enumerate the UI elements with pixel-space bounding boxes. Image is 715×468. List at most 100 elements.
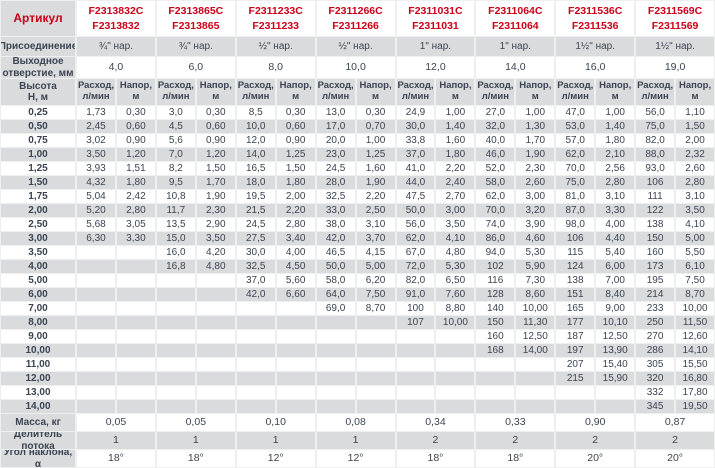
flow-value-cell — [236, 344, 275, 357]
flow-value-cell: 27,5 — [236, 232, 275, 245]
head-value-cell: 4,00 — [276, 246, 315, 259]
mass-cell: 0,05 — [77, 414, 155, 431]
divider-row-label: Делитель потока — [1, 432, 75, 449]
flow-value-cell — [156, 358, 195, 371]
flow-value-cell — [156, 400, 195, 413]
flow-value-cell — [396, 386, 435, 399]
head-value-cell: 12,50 — [596, 330, 635, 343]
flow-value-cell: 72,0 — [396, 260, 435, 273]
head-value-cell — [196, 386, 235, 399]
head-value-cell: 0,60 — [196, 120, 235, 133]
article-cell: F2311031C F2311031 — [396, 1, 475, 36]
head-value-cell: 19,50 — [676, 400, 714, 413]
flow-value-cell: 195 — [636, 274, 675, 287]
height-cell: 1,25 — [1, 162, 75, 175]
angle-cell: 20° — [636, 450, 714, 467]
head-value-cell — [356, 344, 395, 357]
flow-value-cell: 270 — [636, 330, 675, 343]
flow-value-cell: 3,93 — [77, 162, 115, 175]
flow-value-cell: 42,0 — [236, 288, 275, 301]
head-value-cell — [116, 358, 155, 371]
flow-value-cell: 75,0 — [556, 176, 595, 189]
flow-value-cell: 70,0 — [556, 162, 595, 175]
flow-value-cell: 10,0 — [236, 120, 275, 133]
head-value-cell: 4,40 — [596, 232, 635, 245]
head-value-cell — [276, 344, 315, 357]
head-value-cell: 14,10 — [676, 344, 714, 357]
head-value-cell: 2,30 — [516, 162, 555, 175]
flow-value-cell — [476, 400, 515, 413]
outlet-cell: 4,0 — [77, 57, 155, 78]
flow-value-cell: 46,5 — [316, 246, 355, 259]
height-cell: 1,50 — [1, 176, 75, 189]
head-value-cell — [436, 344, 475, 357]
angle-cell: 12° — [316, 450, 395, 467]
head-value-cell: 2,42 — [116, 190, 155, 203]
flow-value-cell: 58,0 — [316, 274, 355, 287]
head-value-cell: 2,10 — [596, 148, 635, 161]
head-value-cell: 2,20 — [356, 190, 395, 203]
flow-value-cell — [476, 372, 515, 385]
height-cell: 0,50 — [1, 120, 75, 133]
head-value-cell: 2,32 — [676, 148, 714, 161]
head-value-cell — [516, 400, 555, 413]
flow-value-cell: 16,8 — [156, 260, 195, 273]
flow-value-cell: 233 — [636, 302, 675, 315]
flow-value-cell — [77, 400, 115, 413]
head-header-cell: Напор, м — [356, 79, 395, 105]
flow-value-cell: 115 — [556, 246, 595, 259]
angle-cell: 18° — [476, 450, 555, 467]
flow-value-cell — [316, 358, 355, 371]
height-cell: 9,00 — [1, 330, 75, 343]
head-value-cell — [196, 358, 235, 371]
flow-value-cell: 70,0 — [476, 204, 515, 217]
head-value-cell: 5,30 — [436, 260, 475, 273]
head-value-cell: 2,56 — [596, 162, 635, 175]
head-value-cell: 12,50 — [516, 330, 555, 343]
head-value-cell: 6,50 — [436, 274, 475, 287]
flow-value-cell: 160 — [636, 246, 675, 259]
flow-value-cell: 93,0 — [636, 162, 675, 175]
head-value-cell: 13,90 — [596, 344, 635, 357]
head-header-cell: Напор, м — [196, 79, 235, 105]
flow-value-cell: 138 — [636, 218, 675, 231]
article-cell: F2311064C F2311064 — [476, 1, 555, 36]
head-value-cell — [516, 386, 555, 399]
divider-cell: 1 — [156, 432, 235, 449]
flow-value-cell: 187 — [556, 330, 595, 343]
flow-value-cell: 33,0 — [316, 204, 355, 217]
head-value-cell — [356, 400, 395, 413]
flow-value-cell: 82,0 — [396, 274, 435, 287]
flow-value-cell — [236, 372, 275, 385]
head-value-cell: 4,00 — [596, 218, 635, 231]
head-value-cell: 0,70 — [356, 120, 395, 133]
head-value-cell: 3,50 — [436, 218, 475, 231]
flow-value-cell: 67,0 — [396, 246, 435, 259]
flow-value-cell — [476, 358, 515, 371]
height-cell: 10,00 — [1, 344, 75, 357]
height-cell: 7,00 — [1, 302, 75, 315]
flow-value-cell: 173 — [636, 260, 675, 273]
height-column-label: Высота Н, м — [1, 79, 75, 105]
head-header-cell: Напор, м — [676, 79, 714, 105]
head-value-cell: 1,20 — [116, 148, 155, 161]
head-value-cell: 4,80 — [196, 260, 235, 273]
head-value-cell: 1,80 — [596, 134, 635, 147]
flow-value-cell: 3,0 — [156, 106, 195, 119]
flow-value-cell: 128 — [476, 288, 515, 301]
head-value-cell — [436, 372, 475, 385]
flow-value-cell: 286 — [636, 344, 675, 357]
angle-cell: 18° — [77, 450, 155, 467]
flow-value-cell: 58,0 — [476, 176, 515, 189]
flow-value-cell: 16,5 — [236, 162, 275, 175]
flow-value-cell: 5,04 — [77, 190, 115, 203]
head-value-cell: 8,70 — [356, 302, 395, 315]
head-value-cell: 2,80 — [676, 176, 714, 189]
flow-value-cell: 52,0 — [476, 162, 515, 175]
flow-value-cell — [156, 316, 195, 329]
flow-value-cell: 91,0 — [396, 288, 435, 301]
head-value-cell: 2,60 — [676, 162, 714, 175]
head-value-cell: 10,00 — [676, 302, 714, 315]
flow-header-cell: Расход, л/мин — [396, 79, 435, 105]
head-value-cell — [516, 358, 555, 371]
